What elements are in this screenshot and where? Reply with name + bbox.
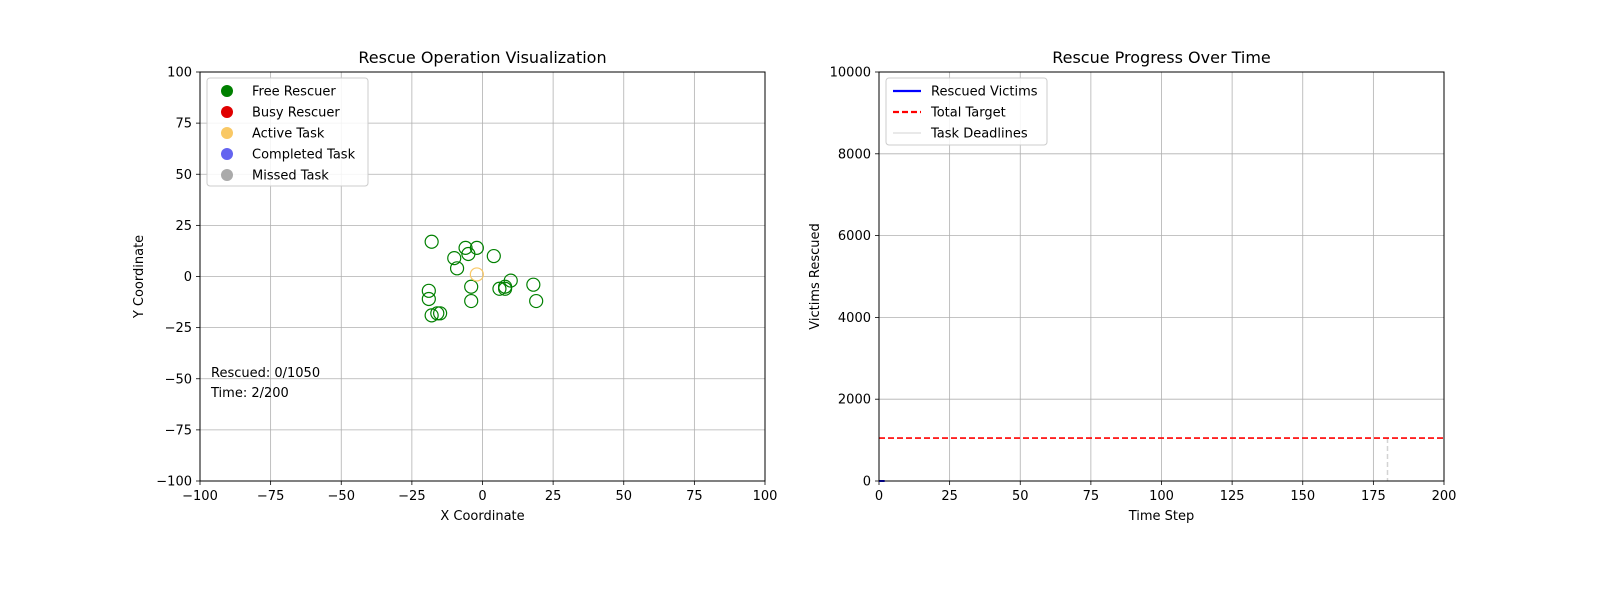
- x-tick-label: 175: [1361, 489, 1386, 504]
- rescued-count-annotation: Rescued: 0/1050: [211, 366, 320, 381]
- y-tick-label: 100: [167, 66, 192, 81]
- rescue-progress-chart: 0 25 50 75 100 125 150 175 200020004000600080001…: [808, 48, 1456, 524]
- chart-title: Rescue Operation Visualization: [358, 48, 606, 67]
- x-tick-label: 0: [875, 489, 883, 504]
- x-tick-label: 100: [1149, 489, 1174, 504]
- x-tick-label: 25: [545, 489, 562, 504]
- x-tick-label: 125: [1220, 489, 1245, 504]
- legend-label: Free Rescuer: [252, 85, 336, 100]
- y-tick-label: 4000: [838, 311, 871, 326]
- legend-label: Rescued Victims: [931, 85, 1038, 100]
- y-tick-label: 75: [175, 117, 192, 132]
- legend-label: Active Task: [252, 127, 325, 142]
- x-tick-label: 50: [615, 489, 632, 504]
- y-tick-label: 2000: [838, 393, 871, 408]
- y-tick-label: 0: [184, 270, 192, 285]
- x-tick-label: −75: [257, 489, 284, 504]
- free-rescuer-marker: [486, 248, 501, 264]
- active-task-marker: [469, 267, 484, 282]
- x-tick-label: 0: [478, 489, 486, 504]
- y-tick-label: 8000: [838, 147, 871, 162]
- y-tick-label: 50: [175, 168, 192, 183]
- free-rescuer-marker: [430, 306, 445, 321]
- legend-label: Total Target: [930, 106, 1006, 121]
- free-rescuer-marker: [461, 246, 476, 262]
- axes-frame: [878, 71, 1445, 482]
- free-rescuer-marker: [421, 291, 436, 307]
- x-tick-label: −50: [328, 489, 355, 504]
- y-tick-label: 10000: [830, 66, 871, 81]
- axes-frame: [199, 71, 766, 482]
- free-rescuer-marker: [447, 250, 462, 266]
- x-tick-label: −100: [182, 489, 218, 504]
- free-rescuer-marker: [529, 293, 544, 309]
- x-tick-label: −25: [398, 489, 425, 504]
- y-tick-label: −25: [165, 321, 192, 336]
- y-tick-label: 6000: [838, 229, 871, 244]
- free-rescuer-marker: [458, 240, 473, 255]
- free-rescuer-marker: [424, 308, 439, 323]
- y-tick-label: −50: [165, 372, 192, 387]
- x-tick-label: 75: [1083, 489, 1100, 504]
- free-rescuer-marker: [464, 293, 479, 309]
- x-tick-label: 50: [1012, 489, 1029, 504]
- free-rescuer-marker: [503, 273, 518, 288]
- x-tick-label: 150: [1290, 489, 1315, 504]
- y-axis-label: Victims Rescued: [808, 223, 823, 330]
- x-tick-label: 75: [686, 489, 703, 504]
- y-tick-label: 25: [175, 219, 192, 234]
- x-tick-label: 25: [941, 489, 958, 504]
- x-axis-label: X Coordinate: [440, 509, 524, 524]
- time-annotation: Time: 2/200: [210, 386, 289, 401]
- free-rescuer-marker: [464, 279, 479, 294]
- y-tick-label: −75: [165, 423, 192, 438]
- legend-box: [885, 77, 1048, 146]
- legend-marker: [221, 106, 233, 118]
- rescue-map-chart: −100 −75 −50 −25 0 25 50 75 100 −100 −75 −50 −25 0 25 5…: [132, 48, 777, 524]
- free-rescuer-marker: [433, 306, 448, 321]
- y-tick-label: 0: [863, 475, 871, 490]
- free-rescuer-marker: [424, 234, 439, 249]
- legend-label: Completed Task: [252, 148, 356, 163]
- chart-title: Rescue Progress Over Time: [1052, 48, 1271, 67]
- free-rescuer-marker: [492, 281, 507, 296]
- legend-marker: [221, 127, 233, 139]
- x-tick-label: 200: [1432, 489, 1457, 504]
- legend-marker: [221, 85, 233, 97]
- legend-label: Task Deadlines: [930, 127, 1028, 142]
- legend-box: [206, 77, 369, 187]
- legend-label: Missed Task: [252, 169, 329, 184]
- y-tick-label: −100: [156, 475, 192, 490]
- x-tick-label: 100: [753, 489, 778, 504]
- free-rescuer-marker: [526, 277, 541, 292]
- free-rescuer-marker: [498, 281, 513, 296]
- legend-marker: [221, 148, 233, 160]
- legend-label: Busy Rescuer: [252, 106, 340, 121]
- y-axis-label: Y Coordinate: [132, 235, 147, 319]
- x-axis-label: Time Step: [1128, 509, 1195, 524]
- free-rescuer-marker: [449, 261, 465, 276]
- legend-marker: [221, 169, 233, 181]
- free-rescuer-marker: [421, 283, 436, 298]
